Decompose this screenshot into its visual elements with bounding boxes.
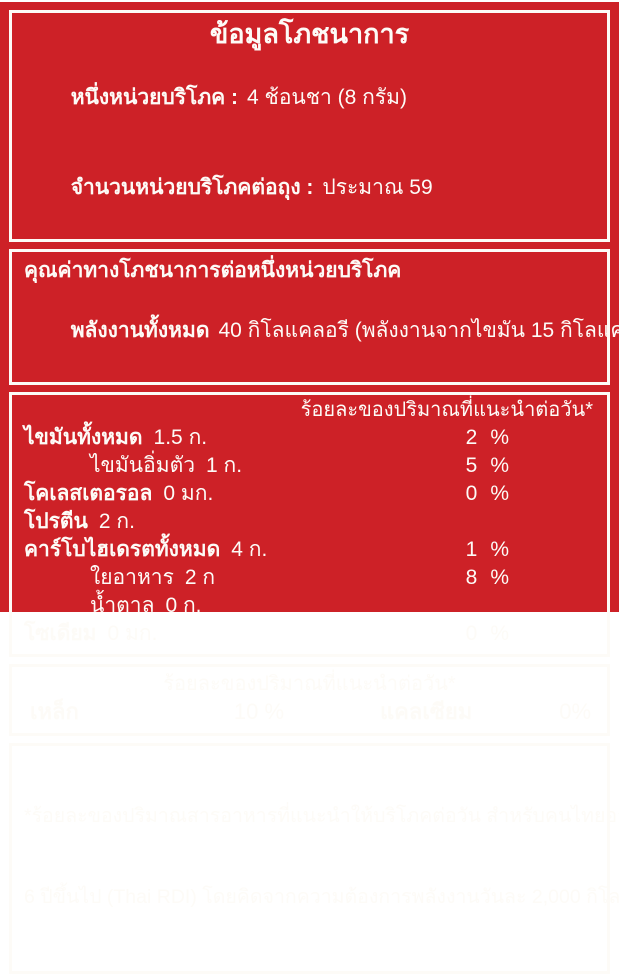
nutrient-pct: 0 (465, 482, 478, 505)
nutrient-amount: 0 มก. (107, 622, 158, 645)
nutrient-row-sugars: น้ำตาล 0 ก. (24, 592, 595, 620)
label-title: ข้อมูลโภชนาการ (209, 19, 410, 49)
footnote-line-2: 6 ปีขึ้นไป (Thai RDI) โดยคิดจากความต้องก… (24, 886, 619, 908)
percent-sign: % (490, 566, 509, 589)
nutrient-name: ไขมันอิ่มตัว (90, 454, 195, 477)
nutrient-amount: 1.5 ก. (153, 426, 208, 449)
total-energy-line: พลังงานทั้งหมด 40 กิโลแคลอรี (พลังงานจากไ… (24, 286, 619, 376)
serving-size-line: หนึ่งหน่วยบริโภค : 4 ช้อนชา (8 กรัม) (24, 53, 595, 143)
nutrient-name: โซเดียม (24, 622, 97, 645)
total-energy-label: พลังงานทั้งหมด (70, 319, 210, 342)
nutrient-row-cholesterol: โคเลสเตอรอล 0 มก. 0% (24, 480, 595, 508)
nutrient-name: โปรตีน (24, 510, 88, 533)
nutrient-amount: 2 ก. (98, 510, 135, 533)
nutrient-amount: 0 ก. (165, 594, 202, 617)
nutrient-pct: 8 (465, 566, 478, 589)
servings-per-pack-value: ประมาณ 59 (322, 176, 433, 199)
footnote-line-1: *ร้อยละของปริมาณสารอาหารที่แนะนำให้บริโภ… (24, 805, 619, 827)
nutrient-row-saturated-fat: ไขมันอิ่มตัว 1 ก. 5% (24, 452, 595, 480)
iron-label: เหล็ก (30, 699, 79, 724)
servings-per-pack-line: จำนวนหน่วยบริโภคต่อถุง : ประมาณ 59 (24, 143, 595, 233)
section-minerals: ร้อยละของปริมาณที่แนะนำต่อวัน* เหล็ก 10 … (9, 664, 610, 736)
nutrient-row-dietary-fiber: ใยอาหาร 2 ก 8% (24, 564, 595, 592)
nutrient-name: ไขมันทั้งหมด (24, 426, 143, 449)
rdi-header-center: ร้อยละของปริมาณที่แนะนำต่อวัน* (163, 673, 456, 695)
nutrient-row-sodium: โซเดียม 0 มก. 0% (24, 620, 595, 648)
iron-value: 10 % (233, 699, 285, 724)
nutrient-row-total-carbohydrate: คาร์โบไฮเดรตทั้งหมด 4 ก. 1% (24, 536, 595, 564)
nutrient-pct: 1 (465, 538, 478, 561)
section-footnote: *ร้อยละของปริมาณสารอาหารที่แนะนำให้บริโภ… (9, 743, 619, 974)
percent-sign: % (490, 482, 509, 505)
percent-sign: % (490, 426, 509, 449)
rdi-header-right: ร้อยละของปริมาณที่แนะนำต่อวัน* (300, 399, 593, 421)
nutrient-rows: ไขมันทั้งหมด 1.5 ก. 2% ไขมันอิ่มตัว 1 ก. 5… (24, 424, 595, 648)
nutrient-name: ใยอาหาร (90, 566, 174, 589)
section-serving-info: ข้อมูลโภชนาการ หนึ่งหน่วยบริโภค : 4 ช้อนช… (9, 10, 610, 242)
serving-size-value: 4 ช้อนชา (8 กรัม) (247, 86, 407, 109)
serving-size-label: หนึ่งหน่วยบริโภค : (70, 86, 239, 109)
nutrient-name: โคเลสเตอรอล (24, 482, 153, 505)
nutrient-name: น้ำตาล (90, 594, 155, 617)
percent-sign: % (490, 622, 509, 645)
percent-sign: % (490, 538, 509, 561)
nutrient-amount: 2 ก (184, 566, 216, 589)
nutrient-amount: 0 มก. (163, 482, 214, 505)
calcium-value: 0% (559, 699, 591, 724)
nutrient-row-protein: โปรตีน 2 ก. (24, 508, 595, 536)
nutrient-amount: 1 ก. (206, 454, 243, 477)
nutrient-name: คาร์โบไฮเดรตทั้งหมด (24, 538, 221, 561)
section-energy: คุณค่าทางโภชนาการต่อหนึ่งหน่วยบริโภค พลั… (9, 249, 619, 385)
nutrient-pct: 0 (465, 622, 478, 645)
energy-heading: คุณค่าทางโภชนาการต่อหนึ่งหน่วยบริโภค (24, 259, 402, 282)
calcium-label: แคลเซียม (380, 699, 473, 724)
servings-per-pack-label: จำนวนหน่วยบริโภคต่อถุง : (70, 176, 314, 199)
nutrient-pct: 5 (465, 454, 478, 477)
nutrient-pct: 2 (465, 426, 478, 449)
section-nutrients: ร้อยละของปริมาณที่แนะนำต่อวัน* ไขมันทั้ง… (9, 392, 610, 657)
total-energy-value: 40 กิโลแคลอรี (พลังงานจากไขมัน 15 กิโลแค… (218, 319, 619, 342)
percent-sign: % (490, 454, 509, 477)
minerals-row: เหล็ก 10 % แคลเซียม 0% (24, 697, 595, 727)
nutrient-amount: 4 ก. (231, 538, 268, 561)
nutrient-row-total-fat: ไขมันทั้งหมด 1.5 ก. 2% (24, 424, 595, 452)
